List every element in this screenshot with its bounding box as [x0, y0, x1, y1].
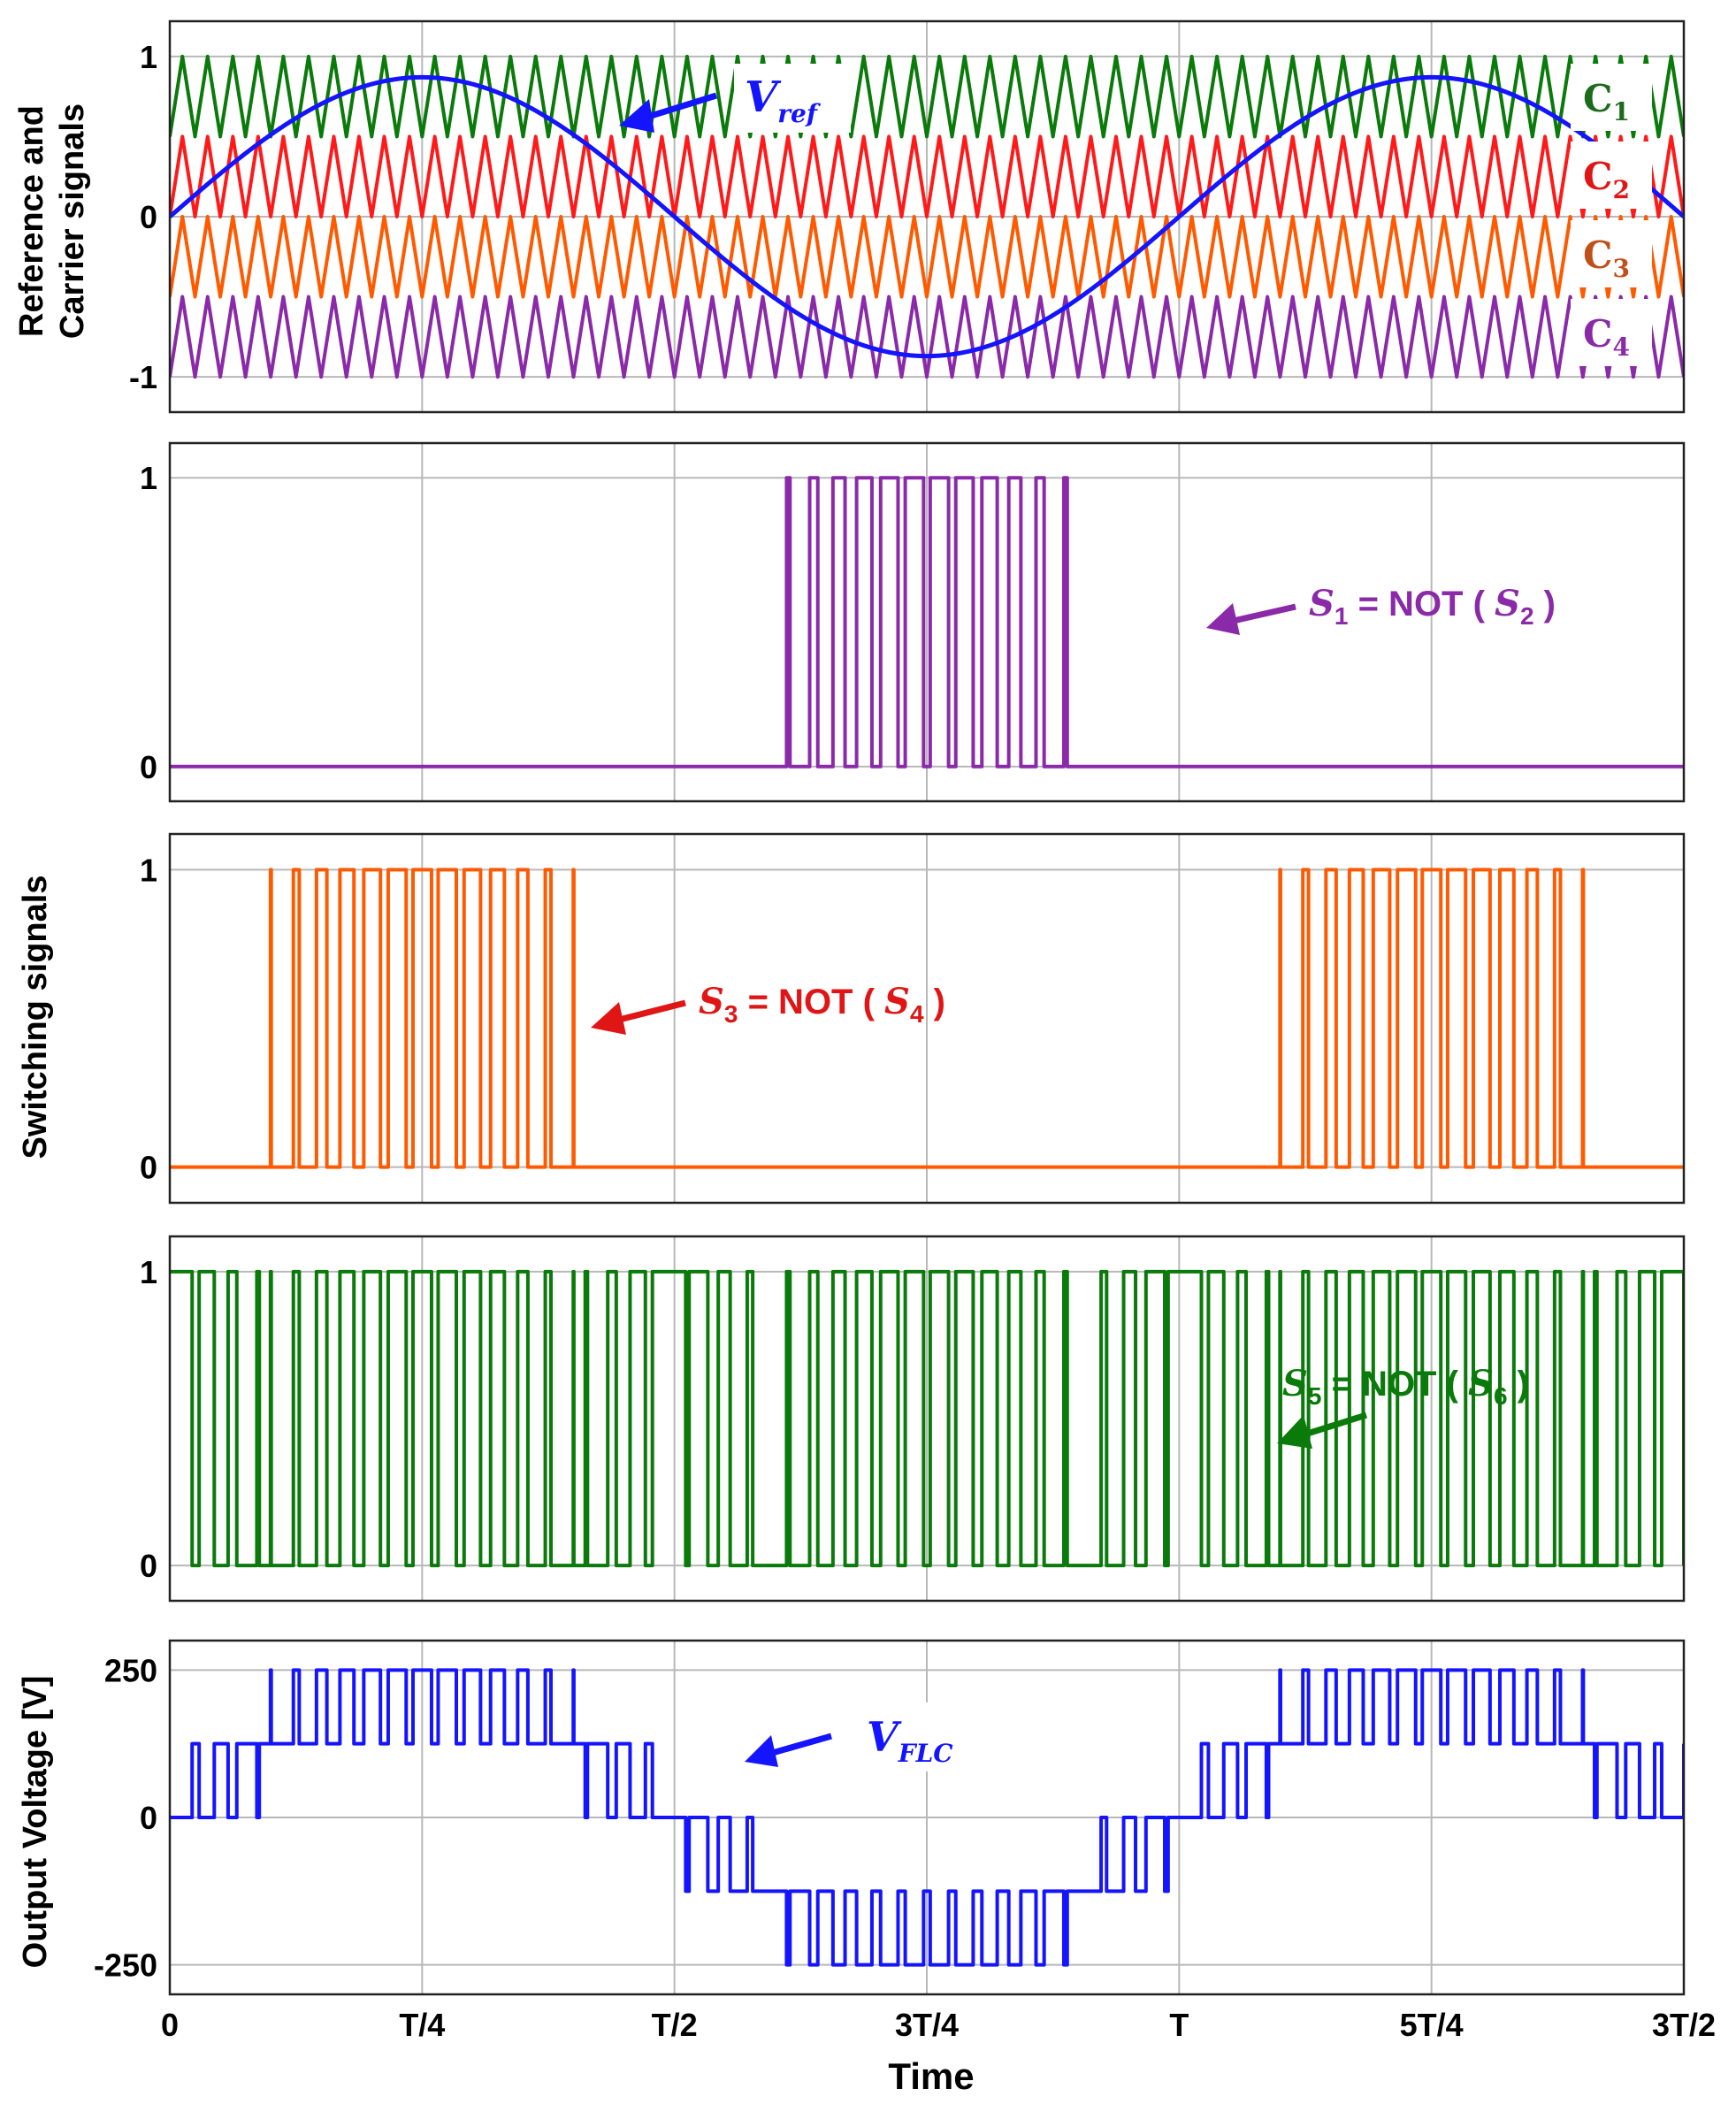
- series-group: [170, 54, 1684, 379]
- y-tick-label: 0: [140, 749, 157, 785]
- vref-label: Vref: [745, 73, 822, 128]
- carrier-label-c4: C4: [1583, 312, 1630, 362]
- ylabel-output: Output Voltage [V]: [17, 1676, 54, 1969]
- series-group: [170, 868, 1684, 1169]
- x-tick-label: 5T/4: [1400, 2007, 1464, 2043]
- ylabel-panel1-line1: Reference and: [13, 105, 50, 337]
- vflc-label: VFLC: [867, 1713, 953, 1768]
- x-tick-label: T: [1169, 2007, 1189, 2043]
- s3-arrowhead-icon: [591, 1002, 626, 1035]
- x-tick-label: T/4: [399, 2007, 445, 2043]
- panel-reference-carriers: 1 0 -1: [129, 19, 1686, 414]
- x-tick-label: 3T/2: [1652, 2007, 1716, 2043]
- plot-frame: [168, 1235, 1686, 1603]
- y-tick-label: -1: [129, 359, 157, 395]
- carrier-c1-line: [170, 54, 1684, 139]
- carrier-label-c2: C2: [1583, 155, 1630, 204]
- vref-label-bg: [734, 64, 851, 133]
- s1-line: [170, 476, 1684, 769]
- carrier-c3-line: [170, 215, 1684, 299]
- y-tick-label: 0: [140, 199, 157, 235]
- panel-switch-s5: 10: [140, 1235, 1686, 1603]
- x-tick-label: 3T/4: [895, 2007, 959, 2043]
- vref-arrowhead-icon: [619, 99, 654, 133]
- s5-label: S5 = NOT ( S6 ): [1282, 1363, 1529, 1410]
- y-tick-label: 1: [140, 1254, 157, 1290]
- plot-frame: [168, 832, 1686, 1205]
- s5-line: [170, 1269, 1684, 1568]
- series-group: [170, 1668, 1684, 1967]
- s1-annotation: S1 = NOT ( S2 ): [1206, 583, 1556, 635]
- panel-switch-s3: 10: [140, 832, 1686, 1205]
- s3-annotation: S3 = NOT ( S4 ): [591, 981, 945, 1035]
- carrier-c4-line: [170, 295, 1684, 379]
- y-tick-label: 250: [104, 1652, 157, 1688]
- y-tick-label: 0: [140, 1800, 157, 1836]
- s1-arrowhead-icon: [1206, 603, 1240, 635]
- vflc-arrowhead-icon: [745, 1735, 778, 1767]
- vflc-line: [170, 1668, 1684, 1967]
- y-tick-label: 1: [140, 39, 157, 75]
- y-tick-label: 1: [140, 460, 157, 496]
- vref-annotation: Vref: [619, 64, 851, 133]
- s5-arrowhead-icon: [1277, 1415, 1312, 1449]
- plot-frame: [168, 441, 1686, 803]
- x-axis-label: Time: [888, 2055, 974, 2097]
- x-tick-labels: 0 T/4 T/2 3T/4 T 5T/4 3T/2: [161, 2007, 1716, 2043]
- carrier-label-c1: C1: [1583, 77, 1630, 126]
- vflc-annotation: VFLC: [745, 1702, 995, 1771]
- s3-line: [170, 868, 1684, 1169]
- vref-line: [170, 74, 1684, 359]
- ylabel-panel1-line2: Carrier signals: [54, 103, 91, 339]
- x-tick-label: 0: [161, 2007, 179, 2043]
- panel-output-voltage: 250 0 -250: [94, 1639, 1686, 1996]
- y-tick-label: -250: [94, 1947, 157, 1984]
- series-group: [170, 476, 1684, 769]
- y-tick-label: 1: [140, 852, 157, 888]
- plot-frame: [168, 19, 1686, 414]
- s1-label: S1 = NOT ( S2 ): [1309, 583, 1556, 630]
- s5-annotation: S5 = NOT ( S6 ): [1277, 1363, 1529, 1449]
- carrier-label-c3: C3: [1583, 233, 1630, 283]
- y-tick-label: 0: [140, 1548, 157, 1584]
- panel-switch-s1: 10: [140, 441, 1686, 803]
- carrier-labels: C1 C2 C3 C4: [1571, 64, 1652, 366]
- plot-frame: [168, 1639, 1686, 1996]
- ylabel-switching: Switching signals: [17, 876, 54, 1159]
- x-tick-label: T/2: [652, 2007, 698, 2043]
- carrier-c2-line: [170, 134, 1684, 218]
- series-group: [170, 1269, 1684, 1568]
- s3-label: S3 = NOT ( S4 ): [699, 981, 945, 1028]
- y-tick-label: 0: [140, 1150, 157, 1186]
